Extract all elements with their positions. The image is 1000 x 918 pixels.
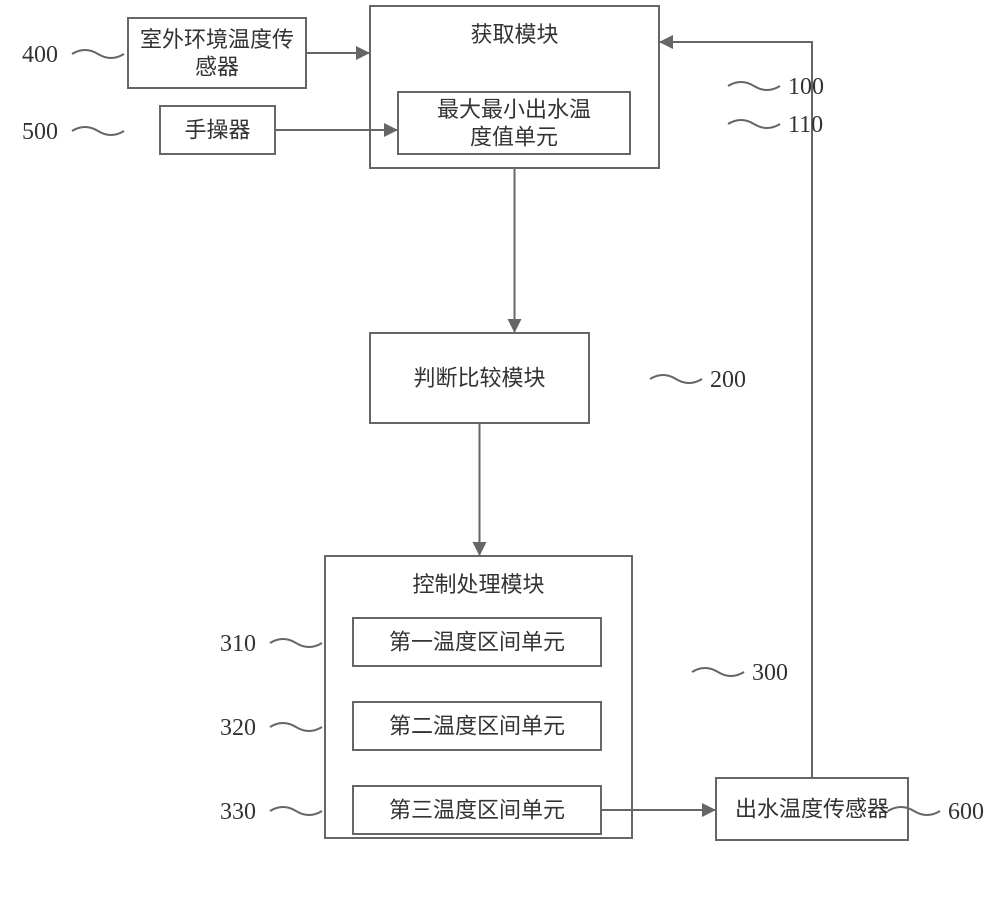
node-n320: 第二温度区间单元 bbox=[353, 702, 601, 750]
node-label-line: 室外环境温度传 bbox=[140, 27, 294, 52]
feedback-connector bbox=[659, 42, 812, 778]
flowchart-canvas: 室外环境温度传感器手操器 获取模块最大最小出水温度值单元判断比较模块控制处理模块第… bbox=[0, 0, 1000, 918]
node-label-line: 手操器 bbox=[184, 118, 250, 143]
node-n200: 判断比较模块 bbox=[370, 333, 589, 423]
arrow-head bbox=[384, 123, 398, 137]
node-label-line: 第三温度区间单元 bbox=[389, 798, 565, 823]
arrow-head bbox=[473, 542, 487, 556]
node-title: 获取模块 bbox=[470, 22, 558, 47]
arrow-head bbox=[702, 803, 716, 817]
reference-label: 100 bbox=[788, 74, 824, 100]
node-label-line: 最大最小出水温 bbox=[437, 97, 591, 122]
node-n300: 控制处理模块 bbox=[325, 556, 632, 838]
reference-label: 320 bbox=[220, 715, 256, 741]
reference-label: 300 bbox=[752, 660, 788, 686]
reference-wave bbox=[728, 82, 780, 90]
reference-label: 200 bbox=[710, 367, 746, 393]
reference-label: 600 bbox=[948, 799, 984, 825]
node-label-line: 第二温度区间单元 bbox=[389, 714, 565, 739]
node-n500: 手操器 bbox=[160, 106, 275, 154]
reference-wave bbox=[270, 723, 322, 731]
reference-wave bbox=[692, 668, 744, 676]
node-n310: 第一温度区间单元 bbox=[353, 618, 601, 666]
node-label-line: 判断比较模块 bbox=[413, 366, 545, 391]
reference-wave bbox=[72, 127, 124, 135]
node-label-line: 第一温度区间单元 bbox=[389, 630, 565, 655]
node-title: 控制处理模块 bbox=[412, 572, 544, 597]
reference-label: 310 bbox=[220, 631, 256, 657]
node-n600: 出水温度传感器 bbox=[716, 778, 908, 840]
reference-wave bbox=[72, 50, 124, 58]
arrow-head bbox=[659, 35, 673, 49]
reference-label: 330 bbox=[220, 799, 256, 825]
reference-label: 500 bbox=[22, 119, 58, 145]
reference-label: 110 bbox=[788, 112, 823, 138]
node-label-line: 度值单元 bbox=[470, 124, 558, 149]
node-label-line: 出水温度传感器 bbox=[735, 797, 889, 822]
node-n400: 室外环境温度传感器 bbox=[128, 18, 306, 88]
reference-wave bbox=[270, 807, 322, 815]
reference-wave bbox=[270, 639, 322, 647]
reference-wave bbox=[650, 375, 702, 383]
arrow-head bbox=[508, 319, 522, 333]
reference-wave bbox=[888, 807, 940, 815]
node-n330: 第三温度区间单元 bbox=[353, 786, 601, 834]
node-n110: 最大最小出水温度值单元 bbox=[398, 92, 630, 154]
node-label-line: 感器 bbox=[195, 54, 239, 79]
reference-label: 400 bbox=[22, 42, 58, 68]
arrow-head bbox=[356, 46, 370, 60]
reference-wave bbox=[728, 120, 780, 128]
